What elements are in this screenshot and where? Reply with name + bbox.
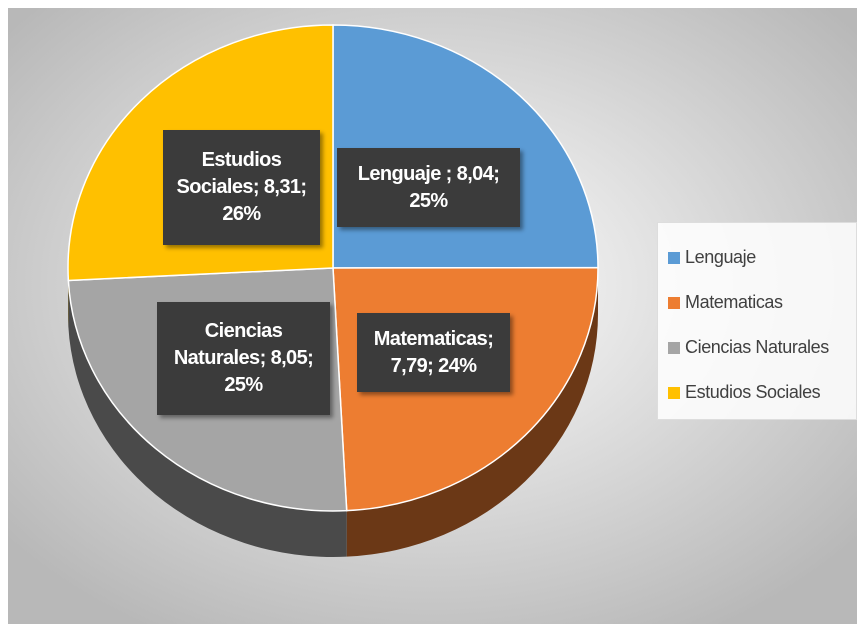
legend-label: Matematicas <box>685 292 783 312</box>
legend-label: Lenguaje <box>685 247 756 267</box>
data-label: Matematicas; 7,79; 24% <box>357 313 510 392</box>
legend: Lenguaje Matematicas Ciencias Naturales Est… <box>657 222 857 420</box>
data-label: Lenguaje ; 8,04; 25% <box>337 148 520 227</box>
slice-side <box>346 268 598 557</box>
legend-item: Lenguaje <box>658 235 856 280</box>
legend-item: Matematicas <box>658 280 856 325</box>
data-label: Ciencias Naturales; 8,05; 25% <box>157 302 330 415</box>
slice-side <box>68 280 347 557</box>
legend-label: Estudios Sociales <box>685 382 821 402</box>
legend-swatch <box>668 251 680 264</box>
legend-swatch <box>668 341 680 354</box>
legend-swatch <box>668 296 680 309</box>
data-label: Estudios Sociales; 8,31; 26% <box>163 130 320 245</box>
legend-item: Estudios Sociales <box>658 370 856 415</box>
legend-swatch <box>668 386 680 399</box>
legend-item: Ciencias Naturales <box>658 325 856 370</box>
legend-label: Ciencias Naturales <box>685 337 829 357</box>
